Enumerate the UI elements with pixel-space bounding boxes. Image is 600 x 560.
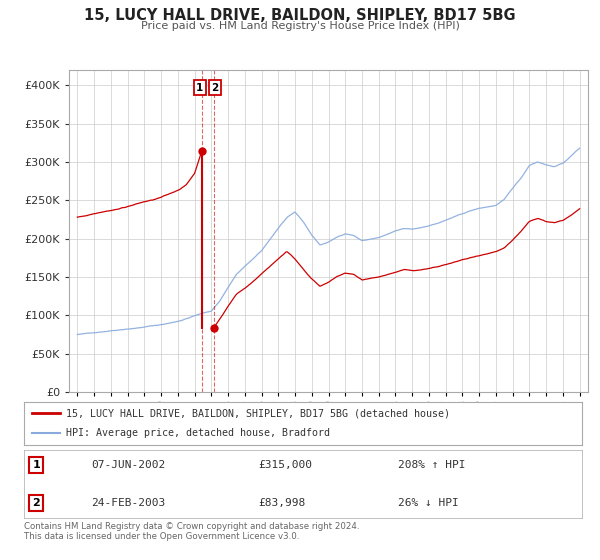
Text: HPI: Average price, detached house, Bradford: HPI: Average price, detached house, Brad… bbox=[66, 428, 330, 438]
Text: 2: 2 bbox=[211, 83, 218, 93]
Text: £315,000: £315,000 bbox=[259, 460, 313, 470]
Text: 1: 1 bbox=[196, 83, 203, 93]
Text: 24-FEB-2003: 24-FEB-2003 bbox=[91, 498, 165, 508]
Text: £83,998: £83,998 bbox=[259, 498, 305, 508]
Text: 26% ↓ HPI: 26% ↓ HPI bbox=[398, 498, 458, 508]
Text: Price paid vs. HM Land Registry's House Price Index (HPI): Price paid vs. HM Land Registry's House … bbox=[140, 21, 460, 31]
Text: 208% ↑ HPI: 208% ↑ HPI bbox=[398, 460, 466, 470]
Text: 07-JUN-2002: 07-JUN-2002 bbox=[91, 460, 165, 470]
Text: 1: 1 bbox=[32, 460, 40, 470]
Text: Contains HM Land Registry data © Crown copyright and database right 2024.
This d: Contains HM Land Registry data © Crown c… bbox=[24, 522, 359, 542]
Text: 15, LUCY HALL DRIVE, BAILDON, SHIPLEY, BD17 5BG (detached house): 15, LUCY HALL DRIVE, BAILDON, SHIPLEY, B… bbox=[66, 408, 450, 418]
Text: 2: 2 bbox=[32, 498, 40, 508]
Text: 15, LUCY HALL DRIVE, BAILDON, SHIPLEY, BD17 5BG: 15, LUCY HALL DRIVE, BAILDON, SHIPLEY, B… bbox=[84, 8, 516, 24]
